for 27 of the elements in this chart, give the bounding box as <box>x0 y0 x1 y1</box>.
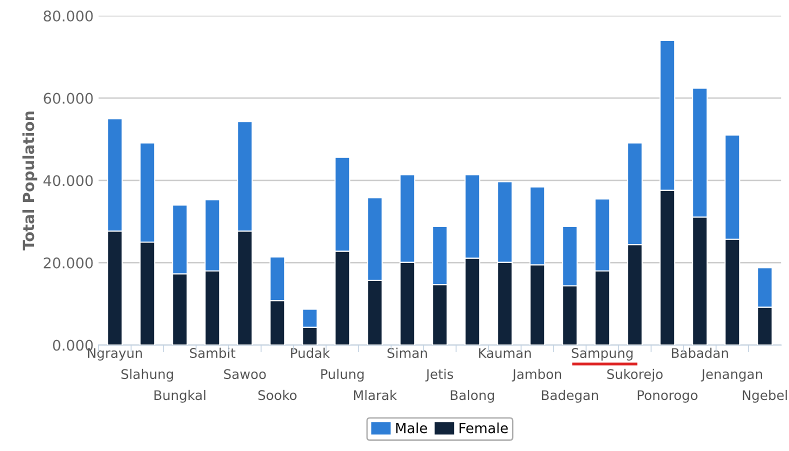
x-tick-label: Sambit <box>190 348 236 358</box>
y-tick-label: 60.000 <box>44 92 93 104</box>
x-tick-label: Jetis <box>425 368 454 382</box>
x-tick-label: Sawoo <box>224 369 266 380</box>
x-tick-label: Pulung <box>321 368 364 382</box>
x-tick-label: Sooko <box>258 390 297 400</box>
y-tick-label: 20.000 <box>44 257 93 268</box>
x-tick-label: Jambon <box>512 368 562 382</box>
y-tick-label: 40.000 <box>43 175 93 186</box>
legend-label: Male <box>396 422 427 434</box>
x-tick-label: Kauman <box>479 348 531 358</box>
x-tick-label: Slahung <box>121 368 173 382</box>
x-tick-label: Sukorejo <box>607 368 663 382</box>
legend-label: Female <box>460 422 508 434</box>
x-tick-label: Bungkal <box>154 390 206 403</box>
x-tick-label: Mlarak <box>354 390 397 400</box>
x-tick-label: Siman <box>388 348 427 358</box>
x-tick-label: Ngebel <box>742 390 787 403</box>
x-tick-label: Babadan <box>672 348 728 358</box>
x-tick-label: Sampung <box>572 348 633 361</box>
y-tick-label: 80.000 <box>44 10 93 22</box>
x-tick-label: Ponorogo <box>638 390 698 403</box>
x-tick-label: Balong <box>450 390 494 403</box>
y-axis-title: Total Population <box>22 112 38 250</box>
x-tick-label: Badegan <box>542 390 598 403</box>
x-tick-label: Pudak <box>291 348 330 358</box>
x-tick-label: Jenangan <box>700 369 762 382</box>
